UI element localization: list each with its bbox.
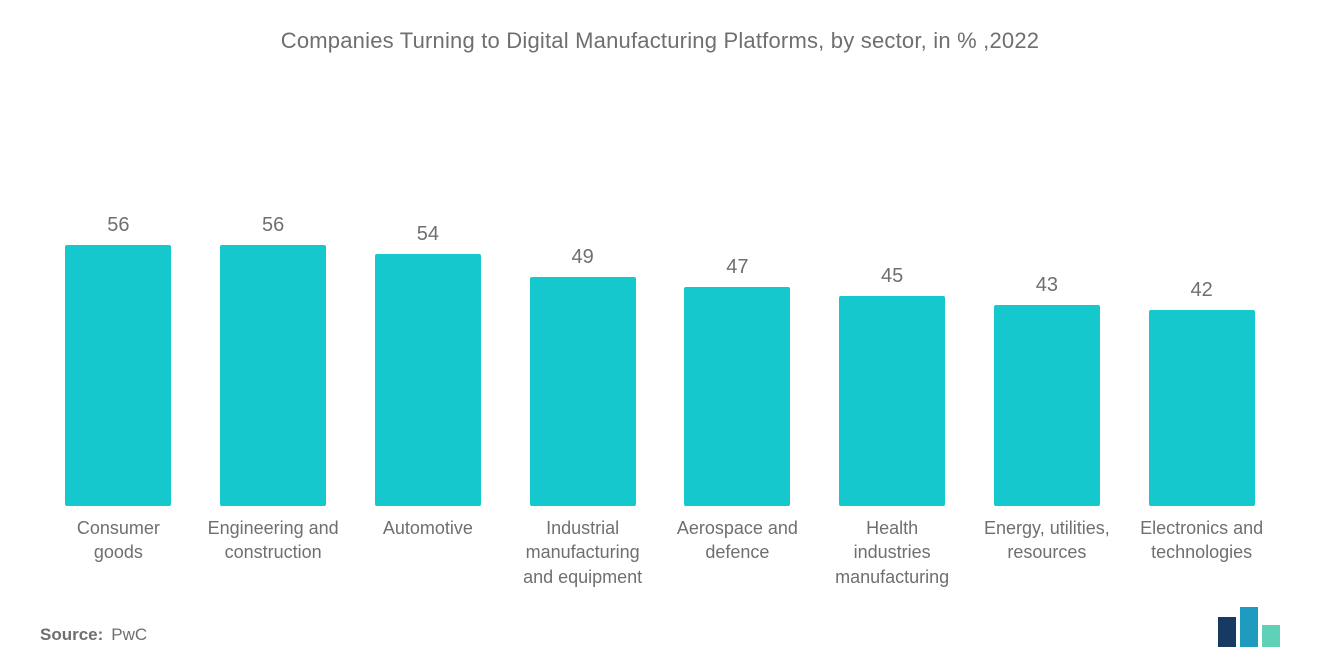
category-axis: Consumer goods Engineering and constructi… [40, 506, 1280, 589]
category-label: Energy, utilities, resources [981, 516, 1114, 589]
chart-container: Companies Turning to Digital Manufacturi… [0, 0, 1320, 665]
bar [65, 245, 171, 506]
bar-column: 47 [671, 256, 804, 506]
bar-column: 56 [52, 214, 185, 506]
source-row: Source: PwC [40, 625, 1280, 645]
bar-value-label: 54 [417, 223, 439, 246]
bar-column: 56 [207, 214, 340, 506]
bar [375, 254, 481, 506]
logo-bar-1 [1218, 617, 1236, 647]
source-text: PwC [111, 625, 147, 645]
plot-area: 56 56 54 49 47 45 43 42 [40, 88, 1280, 506]
bar [220, 245, 326, 506]
bar-value-label: 45 [881, 265, 903, 288]
bar-value-label: 49 [572, 246, 594, 269]
bar-column: 42 [1135, 279, 1268, 506]
bar [684, 287, 790, 506]
logo-bar-2 [1240, 607, 1258, 647]
bar [1149, 310, 1255, 506]
category-label: Electronics and technologies [1135, 516, 1268, 589]
bar-value-label: 47 [726, 256, 748, 279]
bar-value-label: 56 [262, 214, 284, 237]
bar-column: 54 [362, 223, 495, 506]
bar [994, 305, 1100, 506]
bar-value-label: 43 [1036, 274, 1058, 297]
bar-column: 49 [516, 246, 649, 506]
category-label: Health industries manufacturing [826, 516, 959, 589]
category-label: Consumer goods [52, 516, 185, 589]
bar-column: 45 [826, 265, 959, 506]
brand-logo [1218, 607, 1288, 647]
category-label: Aerospace and defence [671, 516, 804, 589]
category-label: Industrial manufacturing and equipment [516, 516, 649, 589]
category-label: Engineering and construction [207, 516, 340, 589]
bar-value-label: 42 [1191, 279, 1213, 302]
bar-value-label: 56 [107, 214, 129, 237]
logo-bar-3 [1262, 625, 1280, 647]
category-label: Automotive [362, 516, 495, 589]
source-label: Source: [40, 625, 103, 645]
bar [530, 277, 636, 506]
bar [839, 296, 945, 506]
bar-column: 43 [981, 274, 1114, 506]
chart-title: Companies Turning to Digital Manufacturi… [40, 28, 1280, 54]
